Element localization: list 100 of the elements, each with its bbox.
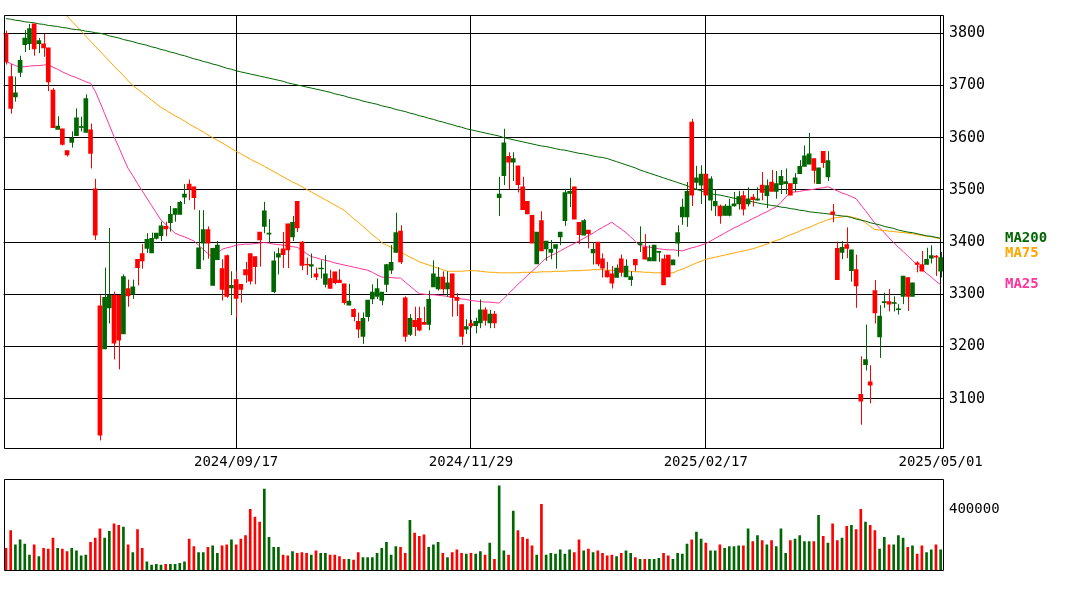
bar <box>122 526 125 571</box>
bar <box>882 536 886 571</box>
candlestick <box>618 254 624 277</box>
bar <box>511 510 515 571</box>
bar <box>582 550 586 571</box>
bar <box>305 552 308 571</box>
bar <box>417 536 421 571</box>
candlestick <box>55 115 60 130</box>
bar <box>864 521 867 571</box>
bar <box>681 553 684 571</box>
bar <box>324 552 327 571</box>
text: MA200 <box>1005 229 1048 246</box>
bar <box>413 532 416 571</box>
bar <box>89 542 92 571</box>
bar <box>690 539 694 571</box>
bar <box>187 538 191 571</box>
bar <box>596 550 600 571</box>
bar <box>619 552 623 571</box>
bar <box>572 552 576 571</box>
bar <box>727 546 731 571</box>
bar <box>789 540 792 571</box>
bar <box>835 540 839 571</box>
y-tick-label: 3600 <box>949 127 986 146</box>
bar <box>154 563 158 571</box>
bar <box>803 541 806 571</box>
bar <box>319 552 323 571</box>
bar <box>868 525 872 571</box>
y-tick-label: 3500 <box>949 179 986 198</box>
bar <box>704 542 708 571</box>
candlestick <box>881 292 887 309</box>
bar <box>742 545 745 571</box>
bar <box>432 544 435 571</box>
bar <box>403 552 407 571</box>
candlestick <box>670 259 676 266</box>
bar <box>32 544 36 571</box>
bar <box>352 559 355 571</box>
bar <box>859 509 863 571</box>
bar <box>535 554 539 571</box>
bar <box>723 547 726 571</box>
bar <box>93 537 97 571</box>
bar <box>309 554 313 571</box>
bar <box>798 535 802 571</box>
bar <box>929 549 933 571</box>
candlestick <box>910 282 915 297</box>
candlestick <box>355 312 361 339</box>
bar <box>817 514 820 571</box>
bar <box>427 547 431 571</box>
bar <box>28 554 31 571</box>
bar <box>164 563 168 571</box>
bar <box>140 547 144 571</box>
candlestick <box>773 170 779 200</box>
bar <box>878 548 881 571</box>
bar <box>272 547 276 571</box>
candlestick <box>703 173 709 196</box>
bar <box>634 557 637 571</box>
bar <box>108 531 111 571</box>
text: 400000 <box>949 499 1000 516</box>
bar <box>56 547 59 571</box>
bar <box>526 538 529 571</box>
y-tick-label: 3400 <box>949 231 986 250</box>
bar <box>291 551 294 571</box>
bar <box>356 552 360 571</box>
bar <box>479 551 482 571</box>
candlestick <box>534 231 540 265</box>
candlestick <box>510 151 516 182</box>
text: MA25 <box>1005 275 1039 292</box>
bar <box>845 525 849 571</box>
bar <box>648 558 651 571</box>
bar <box>897 535 900 571</box>
bar <box>821 536 825 571</box>
bar <box>709 550 712 571</box>
bar <box>183 561 186 571</box>
bar <box>460 552 463 571</box>
bar <box>549 552 553 571</box>
bar <box>441 552 445 571</box>
bar <box>760 540 764 571</box>
bar <box>216 552 219 571</box>
bar <box>75 550 78 571</box>
bar <box>713 550 717 571</box>
candlestick <box>581 218 587 236</box>
bar <box>136 529 139 571</box>
bar <box>666 555 670 571</box>
bar <box>774 546 778 571</box>
candlestick <box>928 244 934 264</box>
x-tick-label: 2024/11/29 <box>428 453 514 470</box>
bar <box>507 554 510 571</box>
bar <box>629 552 632 571</box>
bar <box>464 553 468 571</box>
bar <box>521 536 524 571</box>
text: MA75 <box>1005 244 1039 261</box>
candlestick <box>463 318 469 335</box>
bar <box>262 488 266 571</box>
x-tick-label: 2025/02/17 <box>663 453 748 470</box>
bar <box>676 552 679 571</box>
bar <box>643 558 647 571</box>
candlestick <box>938 251 943 279</box>
bar <box>850 525 853 571</box>
candlestick <box>571 186 577 220</box>
bar <box>906 547 910 571</box>
bar <box>911 545 914 571</box>
